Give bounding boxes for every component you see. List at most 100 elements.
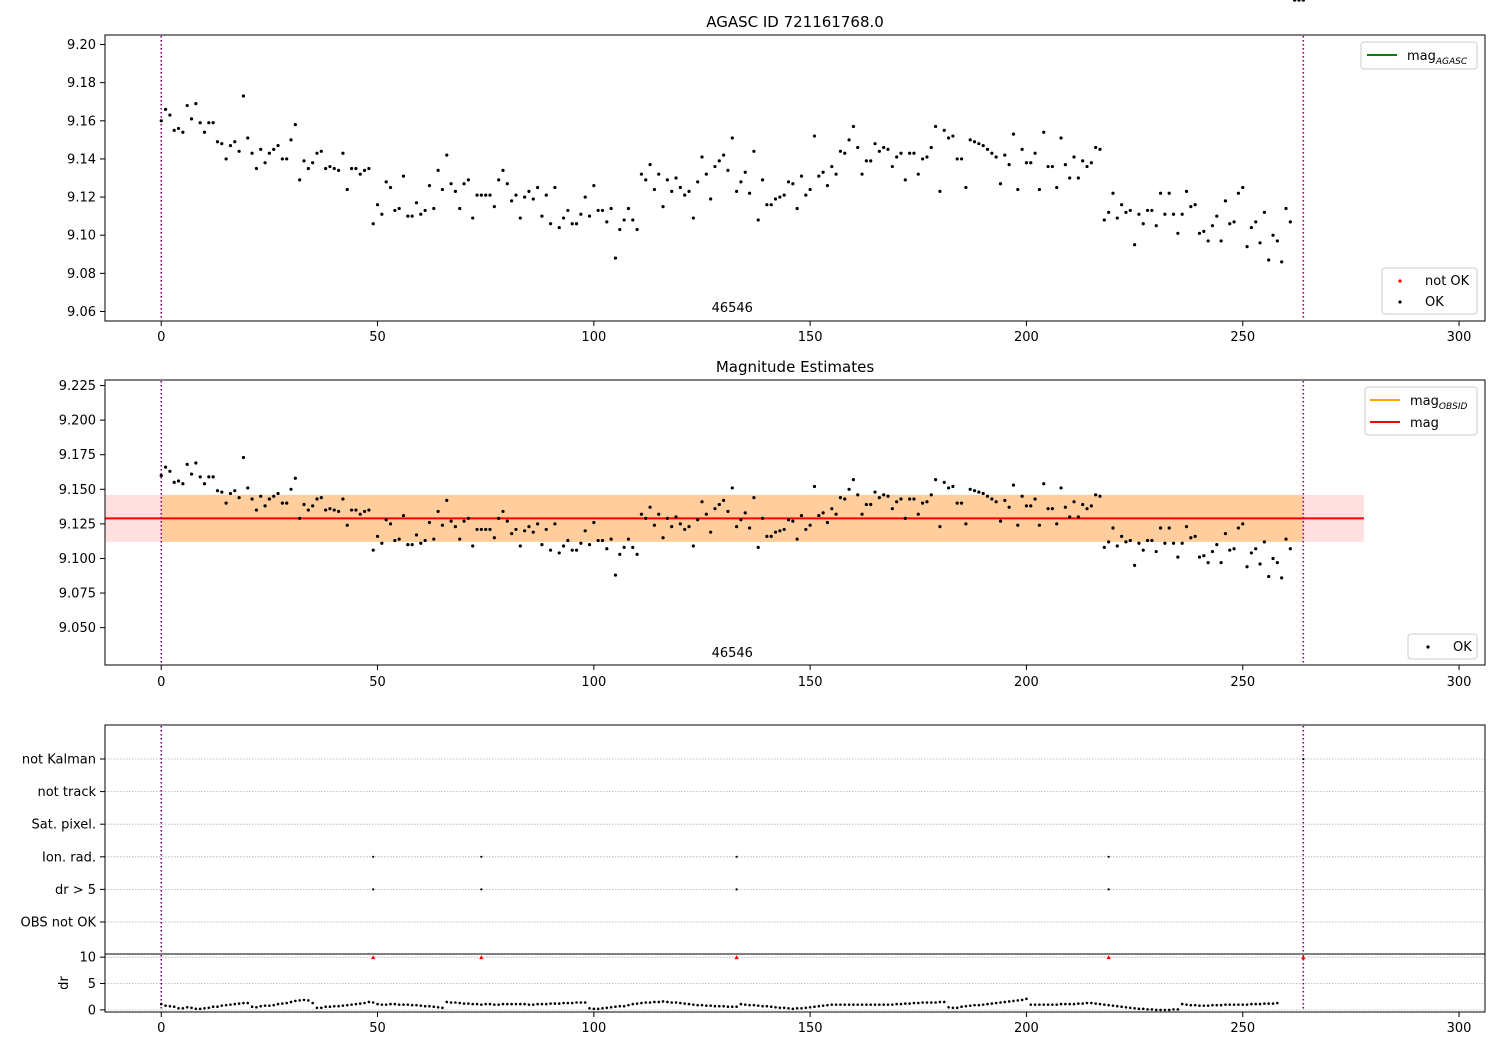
dr-point (1180, 1002, 1184, 1006)
dr-point (860, 1003, 864, 1006)
dr-point (873, 1003, 877, 1006)
dr-point (925, 1001, 929, 1004)
data-point-ok (847, 487, 851, 491)
data-point-ok (1059, 136, 1063, 140)
data-point-ok (1180, 212, 1184, 216)
data-point-ok (977, 490, 981, 494)
data-point-ok (951, 134, 955, 138)
dr-point (389, 1002, 392, 1006)
legend-label: magAGASC (1407, 49, 1468, 67)
data-point-ok (246, 486, 250, 490)
data-point-ok (1262, 540, 1266, 544)
data-point-ok (380, 541, 384, 545)
dr-point (1111, 1004, 1115, 1007)
data-point-ok (523, 529, 527, 533)
data-point-ok (1137, 541, 1141, 545)
data-point-ok (864, 159, 868, 163)
data-point-ok (163, 107, 168, 111)
data-point-ok (1158, 191, 1163, 195)
data-point-ok (946, 136, 951, 140)
data-point-ok (933, 124, 938, 129)
data-point-ok (838, 149, 843, 153)
dr-point (562, 1001, 565, 1005)
data-point-ok (609, 537, 613, 541)
dr-point (934, 1001, 937, 1004)
dr-point (566, 1001, 570, 1005)
dr-point (631, 1002, 635, 1006)
data-point-ok (1245, 565, 1249, 569)
dr-point (1172, 1008, 1175, 1011)
data-point-ok (371, 222, 375, 226)
data-point-ok (1098, 147, 1102, 151)
data-point-ok (1033, 151, 1037, 155)
dr-point (276, 1002, 280, 1006)
data-point-ok (626, 537, 631, 541)
data-point-ok (1267, 574, 1271, 579)
dr-point (765, 1004, 769, 1008)
data-point-ok (181, 482, 185, 486)
data-point-ok (1293, 0, 1297, 2)
legend-marker-ok (1426, 645, 1430, 649)
data-point-ok (717, 502, 721, 507)
flag-point (735, 855, 738, 858)
dr-point (1029, 1003, 1033, 1006)
dr-point (821, 1004, 825, 1007)
data-point-ok (1081, 502, 1085, 507)
flag-label: not track (37, 785, 96, 800)
dr-point (1198, 1004, 1201, 1007)
dr-point (320, 1006, 323, 1010)
dr-point (977, 1003, 981, 1007)
data-point-ok (1193, 534, 1197, 538)
data-point-ok (371, 548, 375, 552)
dr-flag-marker (1106, 955, 1111, 960)
data-point-ok (696, 180, 700, 184)
data-point-ok (272, 147, 276, 151)
dr-point (198, 1007, 202, 1011)
data-point-ok (678, 185, 682, 190)
data-point-ok (1076, 515, 1080, 519)
dr-point (942, 1000, 946, 1004)
dr-point (1193, 1003, 1197, 1007)
dr-point (289, 1000, 293, 1004)
dr-point (648, 1001, 652, 1004)
data-point-ok (220, 142, 224, 146)
data-point-ok (773, 530, 778, 534)
dr-point (575, 1001, 578, 1004)
x-tick-label: 100 (581, 1021, 606, 1036)
dr-point (692, 1003, 695, 1006)
flag-label: Ion. rad. (42, 850, 96, 865)
data-point-ok (453, 189, 458, 193)
data-point-ok (362, 168, 367, 172)
data-point-ok (644, 178, 648, 182)
data-point-ok (220, 490, 224, 494)
dr-point (553, 1002, 557, 1005)
data-point-ok (1024, 161, 1029, 165)
data-point-ok (799, 174, 804, 178)
x-tick-label: 0 (157, 1021, 165, 1036)
dr-point (345, 1003, 349, 1007)
data-point-ok (691, 544, 695, 548)
x-tick-label: 100 (581, 330, 606, 345)
dr-point (899, 1002, 903, 1006)
dr-point (929, 1001, 933, 1004)
dr-point (705, 1004, 708, 1007)
data-point-ok (1206, 561, 1210, 565)
data-point-ok (1189, 205, 1193, 209)
dr-point (804, 1006, 808, 1010)
data-point-ok (1158, 526, 1163, 530)
data-point-ok (717, 159, 721, 163)
data-point-ok (683, 527, 687, 532)
dr-point (1185, 1003, 1188, 1006)
data-point-ok (587, 543, 592, 547)
data-point-ok (899, 497, 903, 501)
dr-point (246, 1001, 250, 1005)
dr-point (1224, 1003, 1227, 1006)
dr-point (268, 1004, 271, 1007)
data-point-ok (1236, 526, 1241, 530)
data-point-ok (1094, 145, 1098, 150)
data-point-ok (523, 195, 527, 199)
data-point-ok (583, 529, 587, 533)
data-point-ok (985, 147, 990, 151)
data-point-ok (367, 508, 371, 512)
panel3-vlines (160, 726, 1305, 953)
